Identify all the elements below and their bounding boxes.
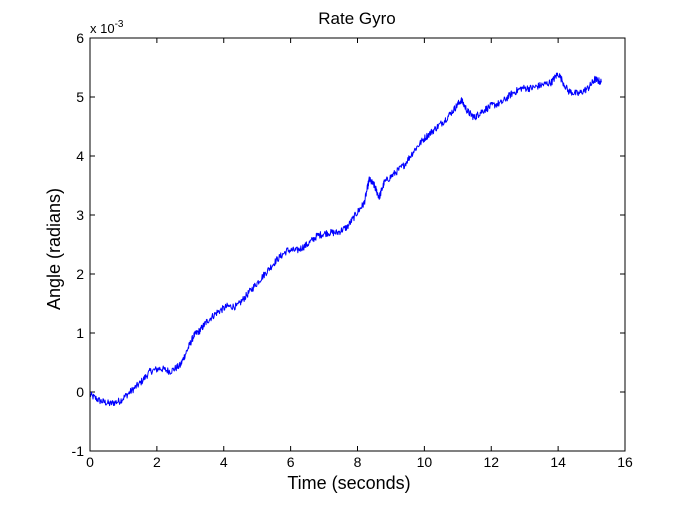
plot-box: [89, 37, 626, 452]
y-tick-label: 6: [76, 30, 84, 46]
y-tick-label: 5: [76, 89, 84, 105]
y-tick-label: 3: [76, 207, 84, 223]
x-tick-label: 2: [153, 454, 161, 470]
y-tick-label: 1: [76, 325, 84, 341]
plot-background: [90, 38, 625, 451]
y-tick-label: -1: [72, 443, 85, 459]
x-tick-label: 8: [354, 454, 362, 470]
series-line: [89, 72, 602, 407]
y-tick-label: 0: [76, 384, 84, 400]
x-axis-label: Time (seconds): [287, 473, 410, 493]
x-tick-label: 14: [550, 454, 566, 470]
x-tick-label: 12: [483, 454, 499, 470]
multiplier-exponent: -3: [115, 19, 124, 30]
y-axis-label: Angle (radians): [44, 188, 64, 310]
x-tick-label: 4: [220, 454, 228, 470]
y-scale-multiplier: x 10-3: [90, 19, 124, 36]
y-tick-label: 4: [76, 148, 84, 164]
x-tick-label: 0: [86, 454, 94, 470]
chart-title: Rate Gyro: [318, 9, 395, 28]
x-tick-label: 6: [287, 454, 295, 470]
x-tick-label: 10: [417, 454, 433, 470]
multiplier-base: x 10: [90, 21, 115, 36]
y-tick-label: 2: [76, 266, 84, 282]
series-layer: [89, 72, 602, 407]
x-tick-label: 16: [617, 454, 633, 470]
